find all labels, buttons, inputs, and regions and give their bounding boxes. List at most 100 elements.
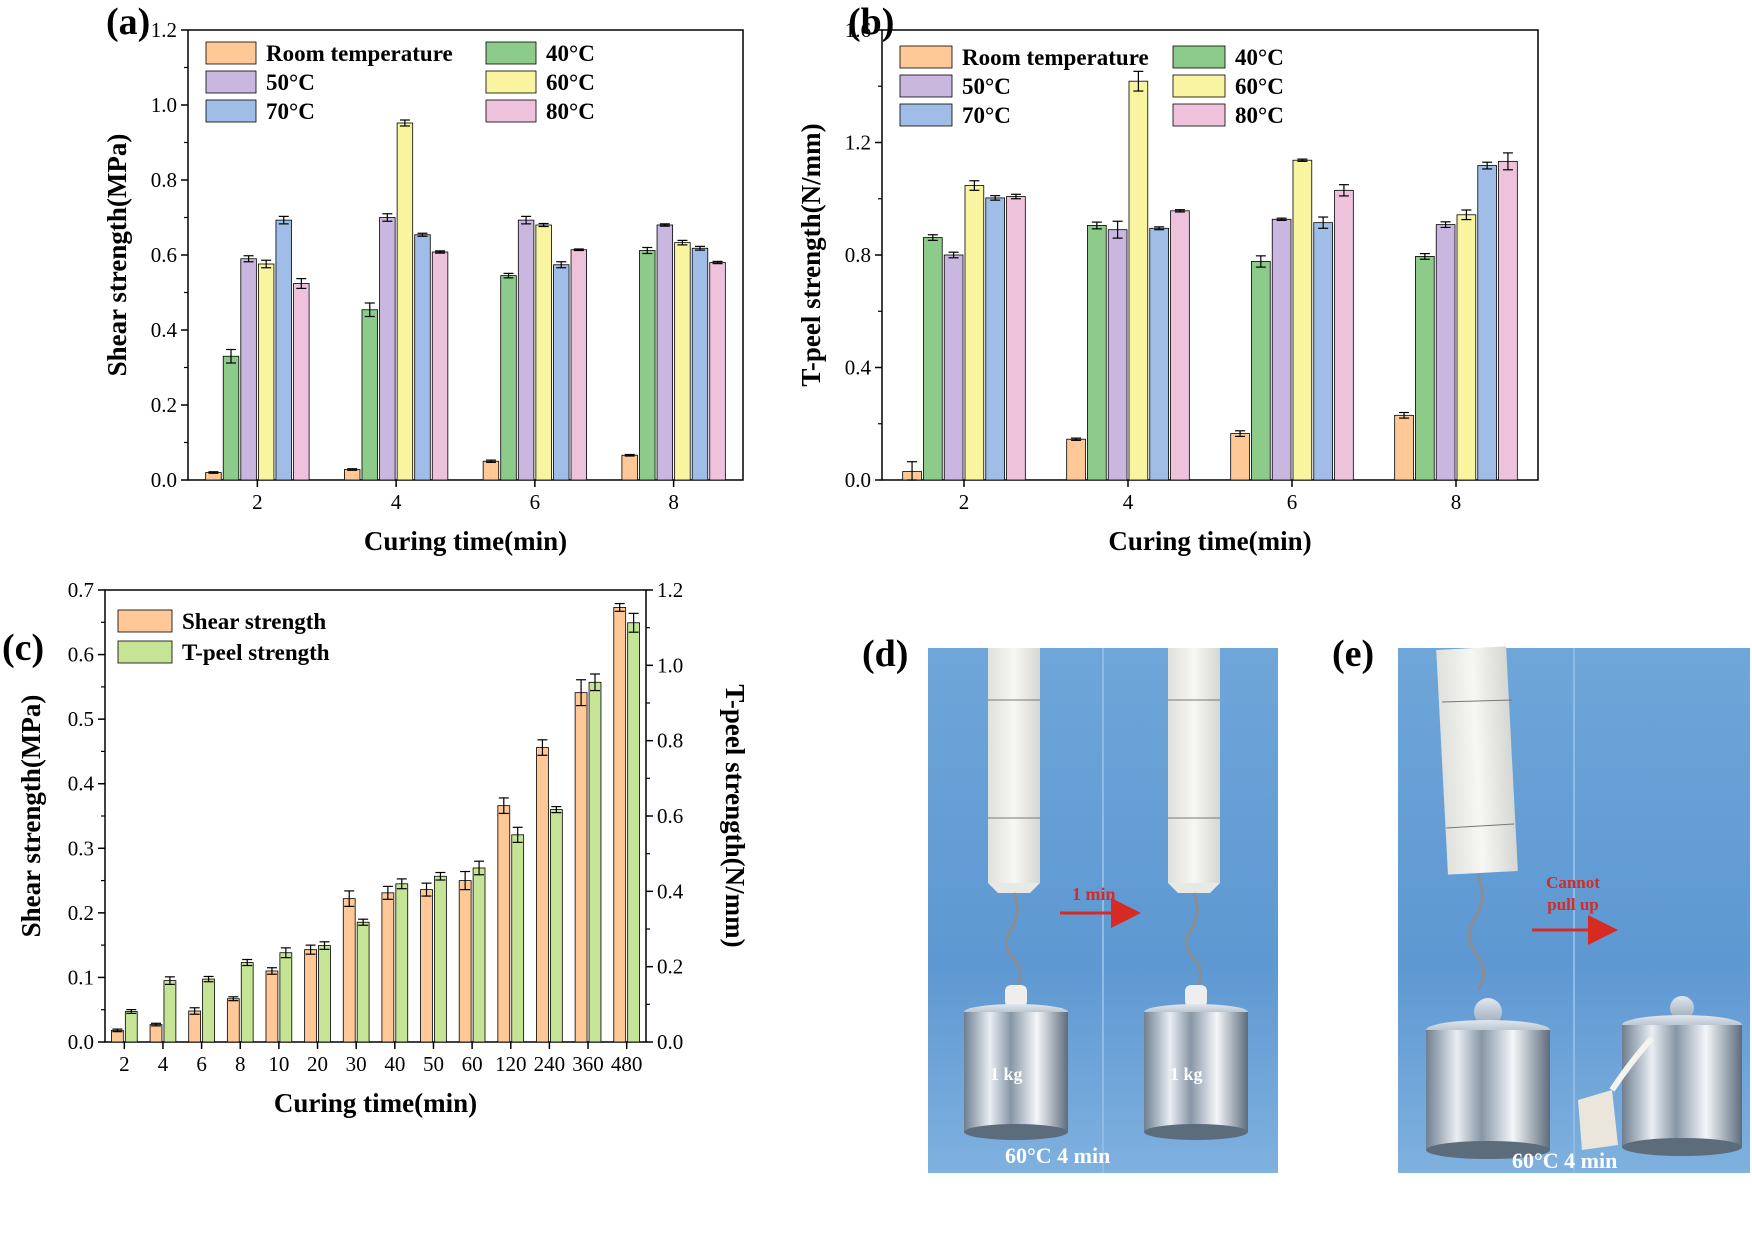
c-ytick-label: 0.2 [68, 901, 94, 925]
panel-label-b: (b) [848, 1, 894, 43]
c-bar [356, 921, 370, 1043]
a-xtick-label: 8 [668, 490, 679, 514]
tape-strip-left [988, 648, 1040, 883]
c-ytick-right-label: 0.4 [657, 879, 684, 903]
c-bar [472, 867, 486, 1043]
c-ytick-right-label: 0.0 [657, 1030, 683, 1054]
a-ytick-label: 0.8 [151, 168, 177, 192]
b-legend-swatch [899, 74, 953, 98]
panel-label-a: (a) [106, 1, 150, 43]
arrow-text-e-line2: pull up [1547, 895, 1599, 914]
b-ytick-label: 0.0 [845, 468, 871, 492]
c-bar [434, 875, 447, 1043]
a-bar [222, 355, 240, 481]
c-ytick-label: 0.5 [68, 707, 94, 731]
c-ytick-right-label: 0.2 [657, 955, 683, 979]
b-bar [1394, 414, 1414, 481]
b-bar [1271, 218, 1292, 481]
a-xtick-label: 6 [530, 490, 541, 514]
weight-right [1144, 1012, 1248, 1132]
c-bar [395, 883, 409, 1043]
a-bar [500, 275, 517, 481]
caption-e: 60°C 4 min [1512, 1148, 1617, 1173]
b-bar [1415, 256, 1435, 481]
c-bar [627, 622, 640, 1043]
a-ylabel: Shear strength(MPa) [102, 134, 132, 377]
knot-right [1185, 985, 1207, 1007]
c-bar [613, 607, 627, 1043]
c-bar [149, 1024, 163, 1043]
a-legend-label: Room temperature [266, 41, 453, 66]
c-bar [318, 945, 331, 1043]
a-bar [257, 263, 275, 481]
c-xtick-label: 8 [235, 1052, 246, 1076]
a-ytick-label: 0.6 [151, 243, 177, 267]
b-xtick-label: 2 [959, 490, 970, 514]
weight-left [964, 1012, 1068, 1132]
a-ytick-label: 1.0 [151, 93, 177, 117]
b-bar [943, 254, 964, 481]
b-bar [1498, 160, 1518, 481]
c-bar [279, 952, 293, 1043]
hook-right [1184, 892, 1202, 992]
b-legend-label: 80°C [1235, 103, 1284, 128]
b-ytick-label: 0.4 [845, 356, 872, 380]
c-bar [381, 892, 395, 1043]
b-bar [1087, 225, 1107, 481]
a-legend-label: 40°C [546, 41, 595, 66]
b-ytick-label: 1.2 [845, 131, 871, 155]
b-legend-swatch [899, 103, 953, 127]
a-legend-swatch [205, 70, 257, 94]
c-xtick-label: 40 [384, 1052, 405, 1076]
a-bar [414, 234, 431, 481]
a-bar [674, 242, 691, 481]
b-legend-label: 50°C [962, 74, 1011, 99]
b-bar [1313, 222, 1333, 481]
c-bar [304, 949, 317, 1043]
a-bar [343, 469, 361, 481]
c-xtick-label: 480 [611, 1052, 643, 1076]
a-bar [709, 262, 726, 481]
b-legend-label: Room temperature [962, 45, 1149, 70]
c-ytick-label: 0.6 [68, 643, 94, 667]
weight-knob-left-e [1474, 998, 1502, 1026]
c-ytick-right-label: 1.2 [657, 578, 683, 602]
b-bar [1477, 165, 1497, 481]
c-legend-swatch [117, 640, 173, 664]
a-ytick-label: 1.2 [151, 18, 177, 42]
c-xtick-label: 20 [307, 1052, 328, 1076]
a-bar [570, 249, 588, 481]
b-bar [1292, 159, 1313, 481]
chart-b-t-peel-strength: 0.0 0.4 0.8 1.2 1.6 2 4 6 8 Curing time(min) T-pee… [796, 18, 1539, 556]
c-ytick-right-label: 1.0 [657, 653, 683, 677]
c-ytick-label: 0.4 [68, 772, 95, 796]
c-ytick-label: 0.0 [68, 1030, 94, 1054]
c-xtick-label: 2 [119, 1052, 130, 1076]
a-bar [639, 250, 656, 481]
weight-knob-right-e [1670, 996, 1694, 1020]
photo-e: Cannot pull up 60°C 4 min [1398, 646, 1750, 1173]
a-bar [431, 251, 449, 481]
a-bar [275, 219, 292, 481]
c-xlabel: Curing time(min) [274, 1088, 477, 1118]
c-bar [497, 805, 511, 1043]
chart-c-dual-axis: 0.0 0.1 0.2 0.3 0.4 0.5 0.6 0.7 0.0 0.2 0.4 0.6 0.8 1… [16, 578, 750, 1118]
a-bar [621, 454, 638, 481]
c-bar [420, 889, 433, 1043]
c-bar [536, 747, 549, 1043]
c-ytick-right-label: 0.8 [657, 729, 683, 753]
c-ylabel-right: T-peel strength(N/mm) [720, 684, 750, 947]
a-legend-label: 60°C [546, 70, 595, 95]
c-xtick-label: 30 [346, 1052, 367, 1076]
b-legend-swatch [1172, 45, 1226, 69]
weight-e-right [1622, 1025, 1742, 1147]
b-ylabel: T-peel strength(N/mm) [796, 123, 826, 386]
knot-left [1005, 985, 1027, 1007]
b-bar [1456, 214, 1477, 481]
b-legend-swatch [899, 45, 953, 69]
tape-strip-right [1168, 648, 1220, 883]
c-bar [511, 834, 525, 1043]
a-bar [293, 283, 310, 481]
a-xtick-label: 4 [391, 490, 402, 514]
a-bar [656, 224, 674, 481]
